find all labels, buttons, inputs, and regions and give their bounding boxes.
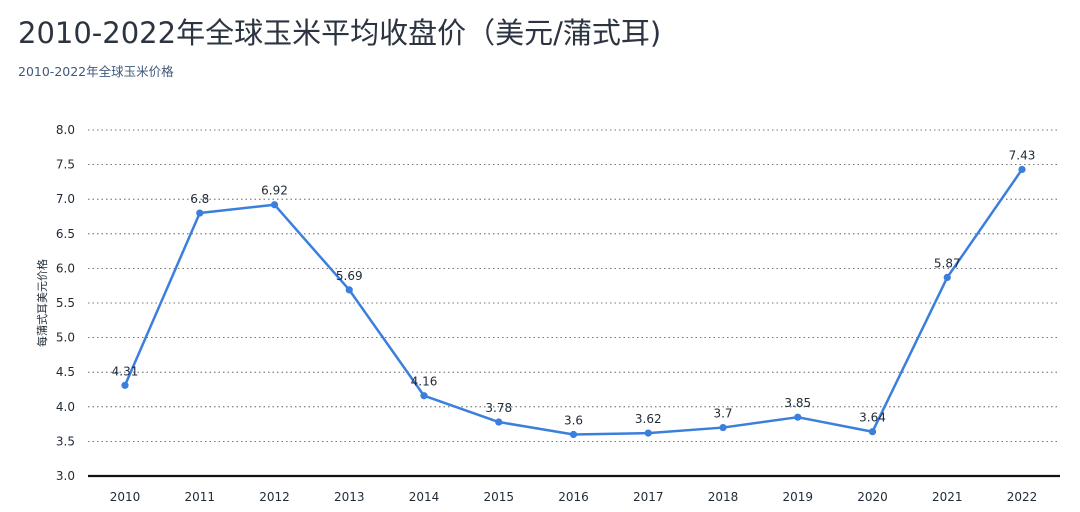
y-tick-label: 4.5 — [56, 365, 75, 379]
data-point — [420, 392, 428, 400]
y-tick-label: 3.5 — [56, 434, 75, 448]
data-label: 5.69 — [336, 269, 363, 283]
series-line — [123, 168, 1024, 436]
x-tick-label: 2014 — [409, 490, 440, 504]
x-tick-label: 2015 — [483, 490, 514, 504]
data-label: 6.92 — [261, 184, 288, 198]
data-label: 3.78 — [485, 401, 512, 415]
y-tick-label: 6.0 — [56, 261, 75, 275]
y-axis-label: 每蒲式耳美元价格 — [35, 259, 49, 347]
data-point — [868, 428, 877, 436]
data-point — [345, 286, 353, 294]
data-label: 4.16 — [411, 375, 438, 389]
data-point — [495, 418, 503, 426]
data-point — [943, 273, 951, 281]
chart-title: 2010-2022年全球玉米平均收盘价（美元/蒲式耳) — [18, 16, 662, 50]
x-tick-label: 2011 — [184, 490, 215, 504]
data-point — [719, 423, 727, 432]
data-point — [121, 381, 129, 389]
y-tick-label: 3.0 — [56, 469, 75, 483]
data-point — [569, 430, 578, 439]
y-tick-label: 6.5 — [56, 227, 75, 241]
x-tick-label: 2012 — [259, 490, 290, 504]
data-label: 7.43 — [1009, 148, 1036, 162]
y-tick-label: 7.5 — [56, 158, 75, 172]
data-points — [121, 165, 1026, 439]
x-tick-label: 2018 — [708, 490, 739, 504]
data-label: 5.87 — [934, 256, 961, 270]
y-tick-label: 5.0 — [56, 331, 75, 345]
y-tick-label: 8.0 — [56, 123, 75, 137]
data-label: 3.6 — [564, 413, 583, 427]
data-point — [1018, 165, 1026, 174]
data-label: 3.85 — [784, 396, 811, 410]
x-axis-ticks: 2010 2011 2012 2013 2014 2015 2016 2017 2018 2019… — [110, 490, 1038, 504]
grid-lines — [88, 129, 1060, 442]
y-tick-label: 5.5 — [56, 296, 75, 310]
data-labels: 4.31 6.8 6.92 5.69 4.16 3.78 3.6 3.62 3.7 3.85 3.6… — [112, 148, 1036, 427]
data-point — [270, 201, 279, 209]
data-label: 3.7 — [713, 407, 732, 421]
data-label: 6.8 — [190, 192, 209, 206]
x-tick-label: 2013 — [334, 490, 365, 504]
data-point — [196, 209, 204, 217]
x-tick-label: 2022 — [1007, 490, 1038, 504]
data-point — [794, 413, 802, 421]
y-axis-ticks: 3.0 3.5 4.0 4.5 5.0 5.5 6.0 6.5 7.0 7.5 8.0 — [56, 123, 75, 483]
x-tick-label: 2010 — [110, 490, 141, 504]
y-tick-label: 4.0 — [56, 400, 75, 414]
x-tick-label: 2020 — [857, 490, 888, 504]
data-label: 4.31 — [112, 364, 139, 378]
data-point — [644, 429, 652, 437]
x-tick-label: 2019 — [782, 490, 813, 504]
x-tick-label: 2021 — [932, 490, 963, 504]
data-label: 3.62 — [635, 412, 662, 426]
data-label: 3.64 — [859, 411, 886, 425]
x-tick-label: 2017 — [633, 490, 664, 504]
x-tick-label: 2016 — [558, 490, 589, 504]
y-tick-label: 7.0 — [56, 192, 75, 206]
chart-subtitle: 2010-2022年全球玉米价格 — [18, 64, 174, 79]
